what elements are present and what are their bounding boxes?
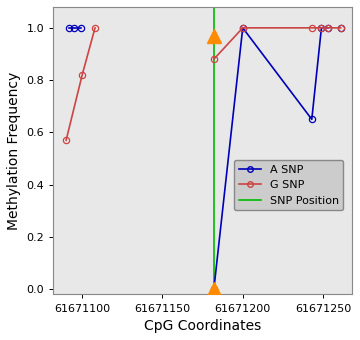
Y-axis label: Methylation Frequency: Methylation Frequency bbox=[7, 72, 21, 230]
X-axis label: CpG Coordinates: CpG Coordinates bbox=[144, 319, 261, 333]
Legend: A SNP, G SNP, SNP Position: A SNP, G SNP, SNP Position bbox=[234, 160, 343, 210]
